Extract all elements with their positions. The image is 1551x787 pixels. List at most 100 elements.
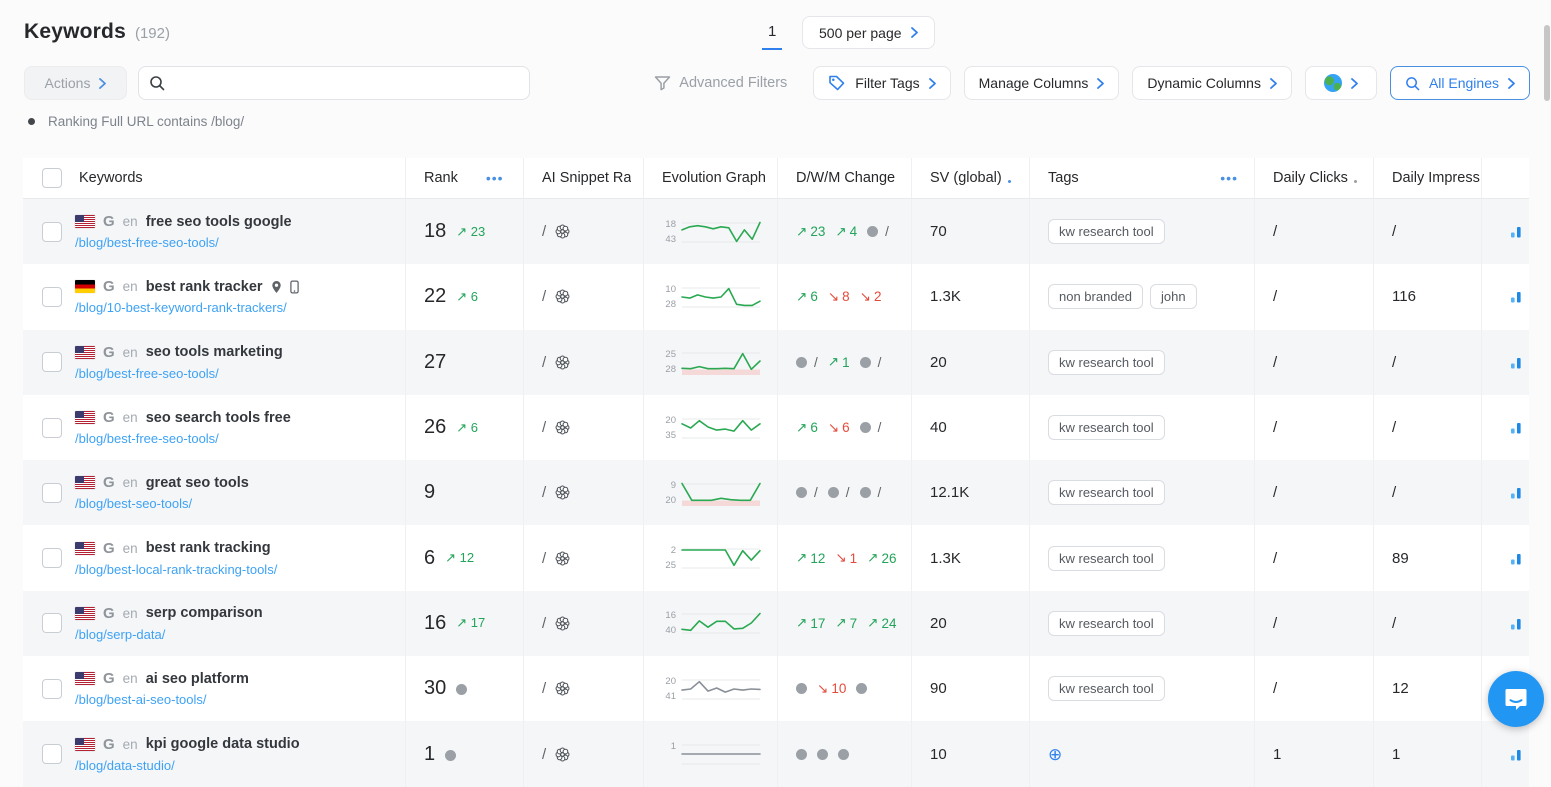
row-stats-cell — [1481, 590, 1529, 657]
stats-bars-icon[interactable] — [1510, 551, 1523, 566]
ranking-url-link[interactable]: /blog/10-best-keyword-rank-trackers/ — [75, 300, 287, 316]
stats-bars-icon[interactable] — [1510, 355, 1523, 370]
row-checkbox[interactable] — [42, 352, 62, 373]
daily-impressions-value: 116 — [1392, 288, 1416, 306]
all-engines-button[interactable]: All Engines — [1389, 66, 1530, 100]
rank-change: ↗ 6 — [456, 419, 478, 435]
col-dwm-change[interactable]: D/W/M Change — [777, 158, 911, 198]
us-flag-icon — [75, 672, 95, 686]
tag-chip[interactable]: kw research tool — [1048, 349, 1165, 375]
col-daily-impressions[interactable]: Daily Impress — [1373, 158, 1481, 198]
keyword-text[interactable]: seo search tools free — [145, 409, 291, 426]
row-checkbox[interactable] — [42, 613, 62, 634]
daily-impressions-cell: 12 — [1373, 656, 1481, 722]
us-flag-icon — [75, 606, 95, 620]
advanced-filters-button[interactable]: Advanced Filters — [654, 75, 787, 91]
active-filter[interactable]: Ranking Full URL contains /blog/ — [28, 114, 244, 129]
evolution-cell: 2 25 — [643, 525, 777, 591]
tag-chip[interactable]: kw research tool — [1048, 219, 1165, 245]
tags-column-menu-icon[interactable]: ••• — [1220, 170, 1238, 186]
rank-change: ↗ 23 — [456, 223, 486, 239]
tag-chip[interactable]: non branded — [1048, 284, 1144, 310]
row-checkbox[interactable] — [42, 286, 62, 307]
keyword-text[interactable]: ai seo platform — [145, 670, 249, 687]
tag-chip[interactable]: kw research tool — [1048, 415, 1165, 441]
ranking-url-link[interactable]: /blog/best-ai-seo-tools/ — [75, 692, 207, 708]
rank-column-menu-icon[interactable]: ••• — [485, 170, 504, 186]
row-checkbox[interactable] — [42, 678, 62, 699]
stats-bars-icon[interactable] — [1510, 616, 1523, 631]
evolution-sparkline — [681, 613, 761, 634]
search-input[interactable] — [173, 74, 519, 92]
filter-tags-button[interactable]: Filter Tags — [813, 66, 951, 100]
per-page-select[interactable]: 500 per page — [802, 16, 935, 49]
col-tags[interactable]: Tags ••• — [1029, 158, 1254, 198]
stats-bars-icon[interactable] — [1510, 485, 1523, 500]
ranking-url-link[interactable]: /blog/best-seo-tools/ — [75, 496, 193, 512]
keyword-text[interactable]: kpi google data studio — [145, 736, 300, 753]
chevron-right-icon — [928, 77, 936, 89]
daily-impressions-value: 12 — [1392, 680, 1409, 698]
evolution-sparkline — [681, 221, 761, 243]
add-tag-button[interactable]: ⊕ — [1048, 744, 1063, 764]
row-checkbox[interactable] — [42, 482, 62, 503]
keyword-text[interactable]: best rank tracking — [145, 540, 271, 557]
tag-chip[interactable]: kw research tool — [1048, 610, 1165, 636]
row-checkbox-cell — [23, 417, 75, 438]
stats-bars-icon[interactable] — [1510, 289, 1523, 304]
chat-widget-button[interactable] — [1488, 671, 1544, 727]
tag-chip[interactable]: kw research tool — [1048, 676, 1165, 702]
col-rank[interactable]: Rank ••• — [405, 158, 523, 198]
ranking-url-link[interactable]: /blog/best-free-seo-tools/ — [75, 365, 219, 381]
col-sv-global[interactable]: SV (global) — [911, 158, 1029, 198]
col-keywords[interactable]: Keywords — [79, 170, 143, 186]
rank-value: 18 — [424, 220, 447, 243]
ranking-url-link[interactable]: /blog/best-free-seo-tools/ — [75, 431, 219, 447]
keyword-text[interactable]: serp comparison — [145, 605, 263, 622]
tag-chip[interactable]: john — [1150, 284, 1197, 310]
vertical-scrollbar[interactable] — [1544, 25, 1550, 101]
row-checkbox[interactable] — [42, 221, 62, 242]
manage-columns-button[interactable]: Manage Columns — [963, 66, 1120, 100]
search-box[interactable] — [138, 66, 530, 100]
rank-value: 30 — [424, 677, 447, 700]
row-checkbox[interactable] — [42, 417, 62, 438]
ranking-url-link[interactable]: /blog/best-free-seo-tools/ — [75, 235, 219, 251]
stats-bars-icon[interactable] — [1510, 420, 1523, 435]
select-all-checkbox[interactable] — [42, 168, 62, 188]
keyword-text[interactable]: best rank tracker — [145, 278, 263, 295]
language-globe-button[interactable] — [1304, 66, 1377, 100]
daily-impressions-cell: 89 — [1373, 525, 1481, 591]
spark-top-label: 9 — [670, 479, 676, 491]
tag-chip[interactable]: kw research tool — [1048, 545, 1165, 571]
keyword-text[interactable]: great seo tools — [145, 474, 249, 491]
ai-snippet-value: / — [542, 680, 547, 698]
col-daily-clicks[interactable]: Daily Clicks — [1254, 158, 1373, 198]
page-number[interactable]: 1 — [762, 23, 783, 50]
language-label: en — [122, 475, 138, 491]
header-checkbox-cell — [23, 158, 75, 198]
tag-chip[interactable]: kw research tool — [1048, 480, 1165, 506]
evolution-sparkline — [681, 744, 761, 765]
col-ai-snippet[interactable]: AI Snippet Ra — [523, 158, 643, 198]
keyword-text[interactable]: free seo tools google — [145, 213, 292, 230]
sv-value: 20 — [930, 614, 947, 632]
dynamic-columns-button[interactable]: Dynamic Columns — [1132, 66, 1292, 100]
sort-dot-icon — [1353, 179, 1357, 183]
keyword-text[interactable]: seo tools marketing — [145, 344, 283, 361]
actions-button[interactable]: Actions — [24, 66, 127, 100]
ranking-url-link[interactable]: /blog/best-local-rank-tracking-tools/ — [75, 561, 278, 577]
col-evolution-graph[interactable]: Evolution Graph — [643, 158, 777, 198]
row-checkbox[interactable] — [42, 548, 62, 569]
ranking-url-link[interactable]: /blog/serp-data/ — [75, 626, 166, 642]
row-checkbox[interactable] — [42, 744, 62, 765]
stats-bars-icon[interactable] — [1510, 747, 1523, 762]
stats-bars-icon[interactable] — [1510, 224, 1523, 239]
dwm-change-item: ↗ 12 — [796, 550, 826, 566]
ranking-url-link[interactable]: /blog/data-studio/ — [75, 757, 175, 773]
